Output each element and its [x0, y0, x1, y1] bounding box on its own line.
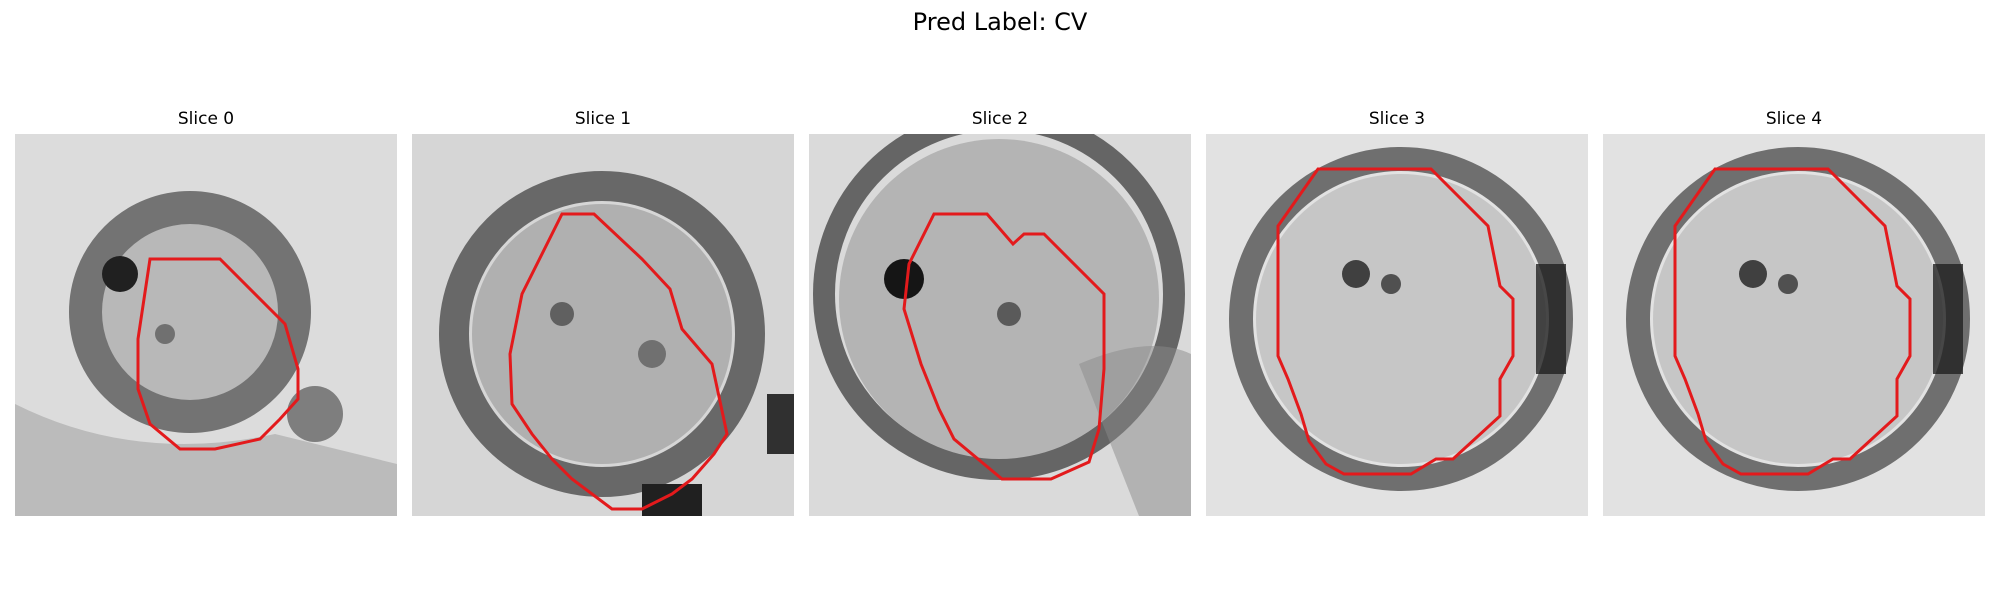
vesicle-interior [839, 139, 1159, 459]
dark-spot [1739, 260, 1767, 288]
membrane-ring [69, 191, 311, 433]
vesicle-interior [102, 224, 278, 400]
slice-image [809, 134, 1191, 516]
vesicle-interior [472, 204, 732, 464]
dark-spot [1778, 274, 1798, 294]
membrane-ring [813, 134, 1185, 480]
segmentation-contour [1673, 167, 1912, 476]
slice-title: Slice 1 [574, 109, 632, 129]
dark-spot [287, 386, 343, 442]
dark-spot [102, 256, 138, 292]
slice-image [15, 134, 397, 516]
dark-spot [997, 302, 1021, 326]
dark-edge [767, 394, 794, 454]
vesicle-interior [1653, 174, 1943, 464]
dark-spot [1342, 260, 1370, 288]
membrane-ring [439, 171, 765, 497]
dark-corner [642, 484, 702, 516]
shadow-region [1079, 346, 1191, 516]
vesicle-interior [1256, 174, 1546, 464]
dark-edge [1933, 264, 1963, 374]
dark-spot [1381, 274, 1401, 294]
dark-spot [155, 324, 175, 344]
dark-spot [550, 302, 574, 326]
slice-image [1206, 134, 1588, 516]
dark-spot [638, 340, 666, 368]
slice-title: Slice 0 [177, 109, 235, 129]
segmentation-contour [508, 212, 729, 511]
slice-image [1603, 134, 1985, 516]
dark-spot [884, 259, 924, 299]
slice-image [412, 134, 794, 516]
dark-edge [1536, 264, 1566, 374]
slice-title: Slice 2 [971, 109, 1029, 129]
segmentation-contour [136, 257, 300, 451]
segmentation-contour [902, 212, 1106, 481]
shadow-region [15, 404, 397, 516]
segmentation-contour [1276, 167, 1515, 476]
figure-title: Pred Label: CV [912, 8, 1088, 36]
slice-title: Slice 3 [1368, 109, 1426, 129]
slice-title: Slice 4 [1765, 109, 1823, 129]
